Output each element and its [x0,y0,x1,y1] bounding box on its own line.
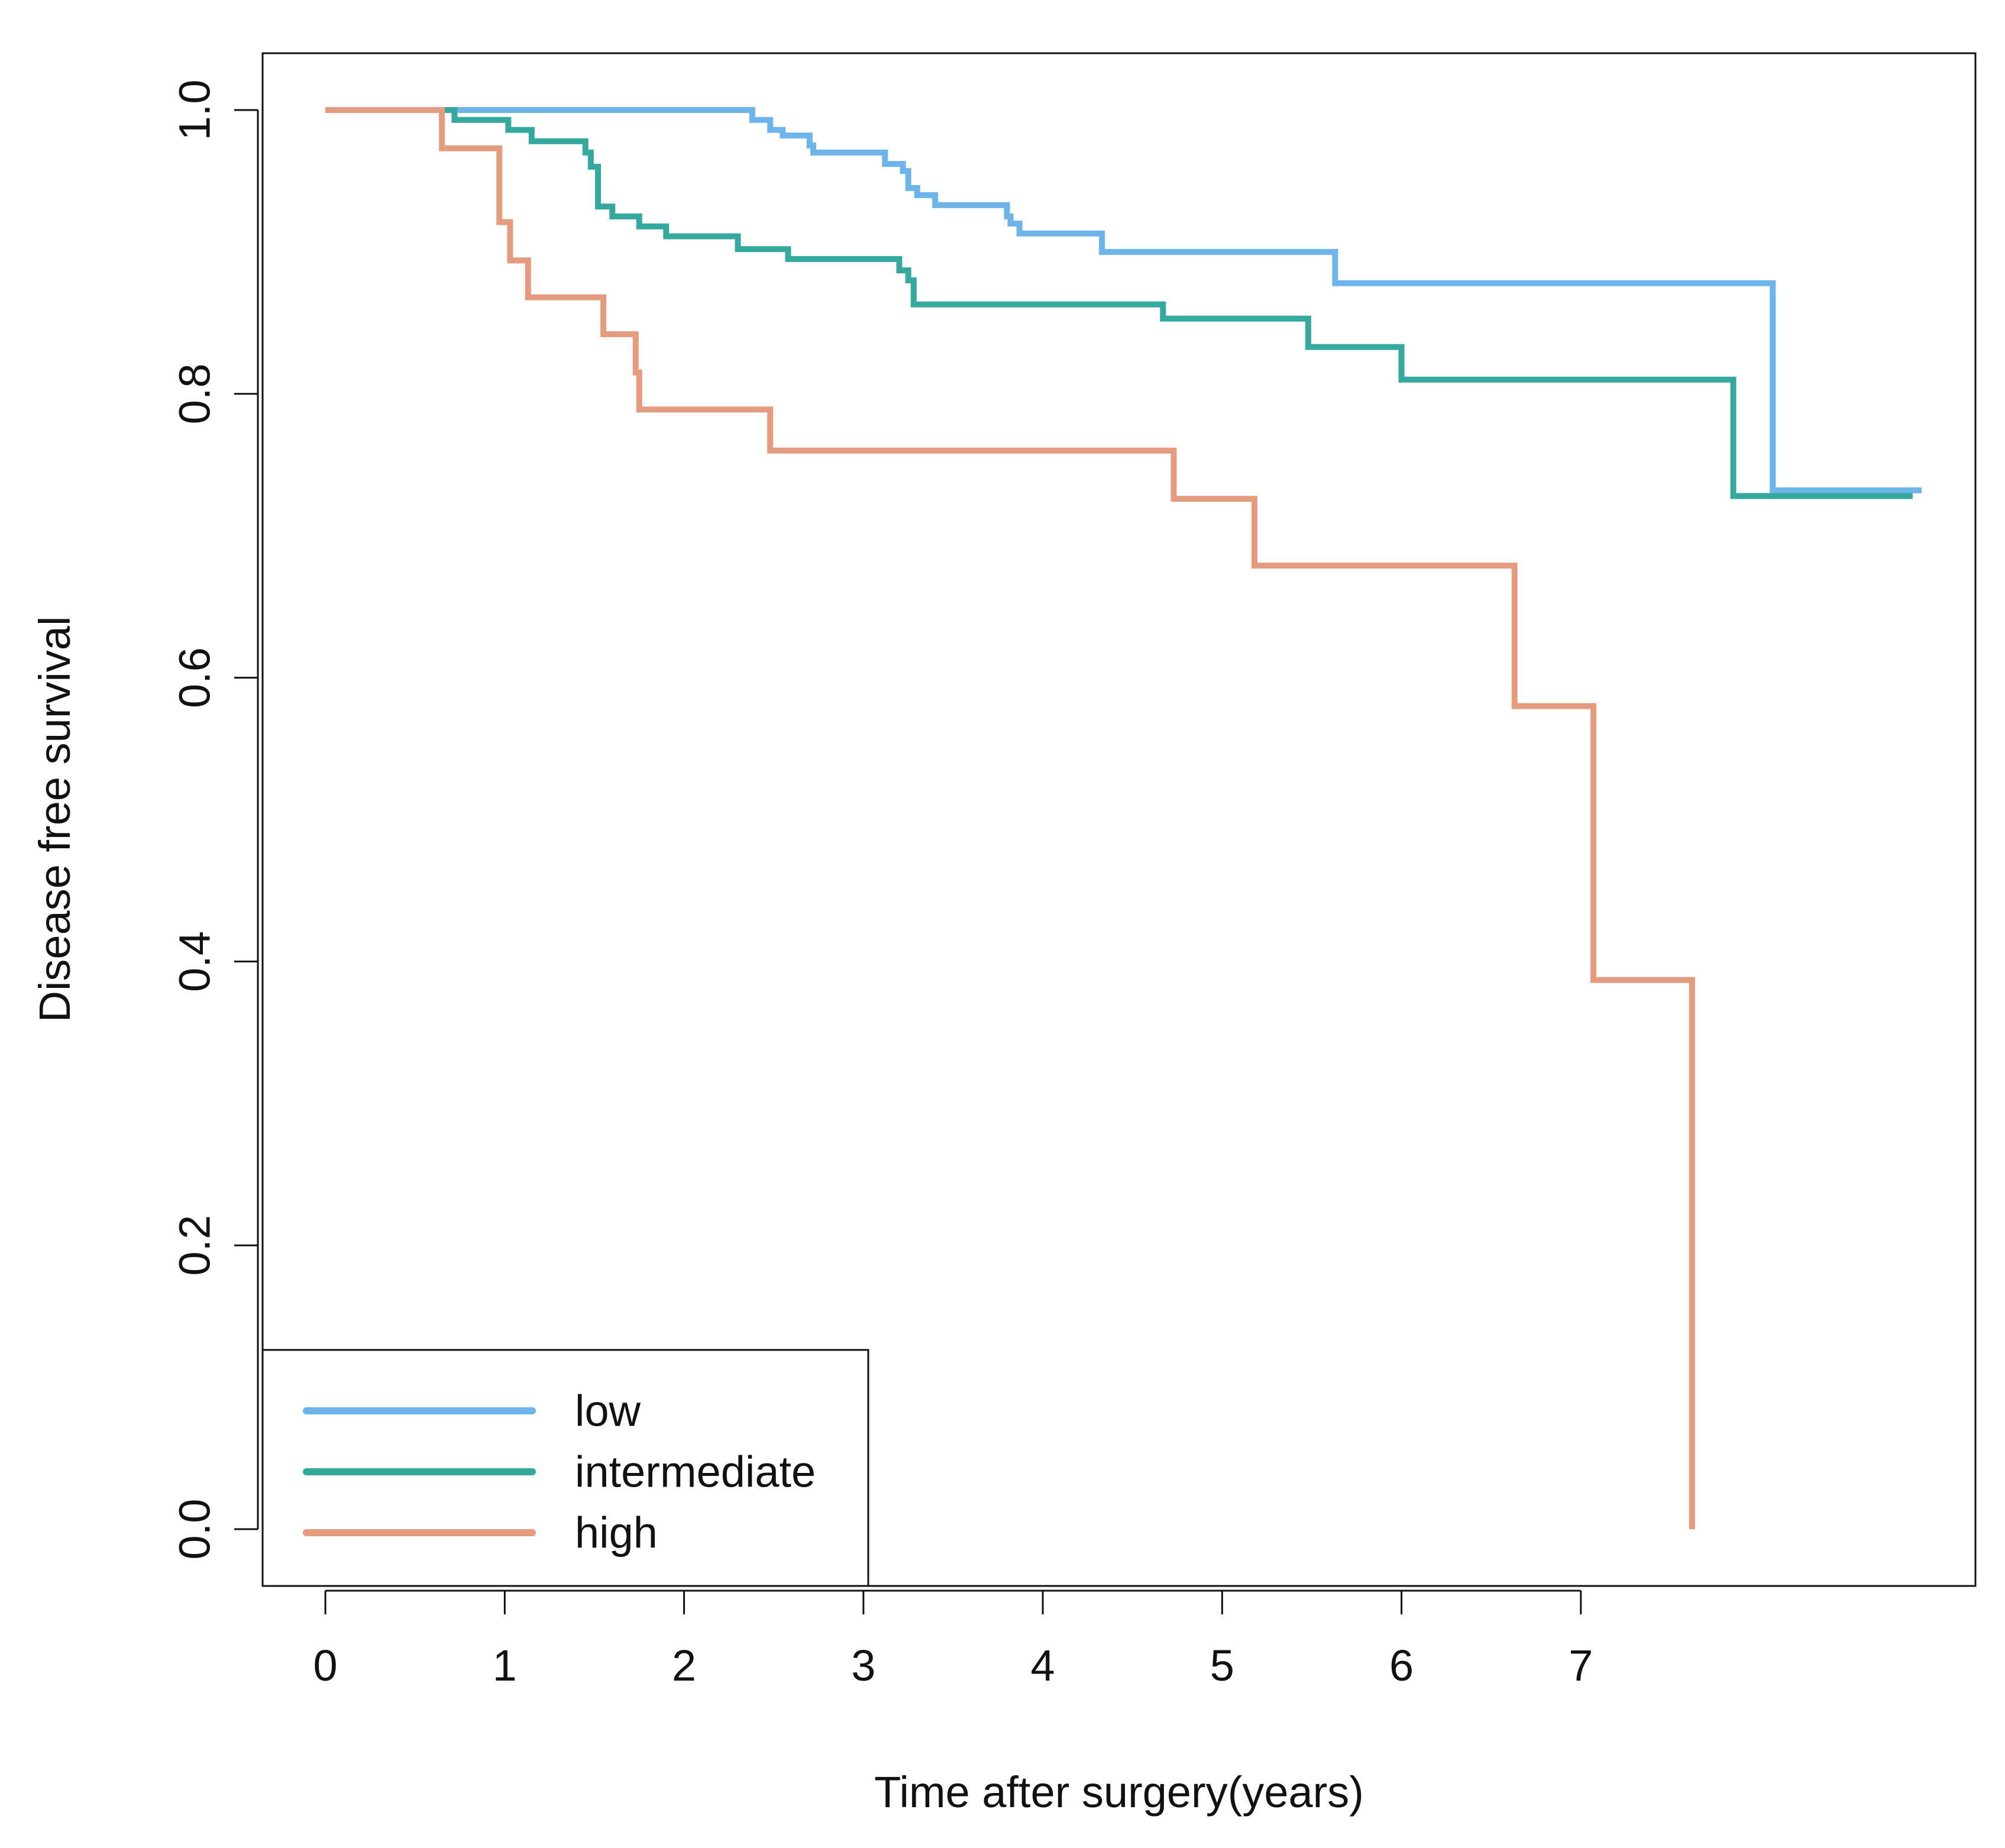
legend-label-high: high [575,1508,658,1558]
y-axis: 0.0 0.2 0.4 0.6 0.8 1.0 [170,80,259,1560]
y-tick-label-1: 0.2 [170,1215,219,1276]
y-tick-label-4: 0.8 [170,363,219,424]
plot-frame [261,52,1977,1587]
x-tick-label-5: 5 [1210,1641,1234,1690]
series-low-line [325,107,1922,493]
legend-label-low: low [575,1387,641,1436]
x-tick-label-6: 6 [1389,1641,1414,1690]
series-layer [325,107,1922,1529]
y-tick-label-2: 0.4 [170,931,219,992]
x-tick-label-2: 2 [672,1641,696,1690]
y-tick-label-0: 0.0 [170,1499,219,1560]
series-intermediate-line [325,107,1913,499]
x-tick-label-7: 7 [1569,1641,1593,1690]
y-axis-label: Disease free survival [30,616,79,1023]
y-tick-label-5: 1.0 [170,80,219,141]
legend-box [261,1349,869,1587]
y-tick-label-3: 0.6 [170,647,219,708]
x-axis-label: Time after surgery(years) [874,1768,1364,1817]
x-tick-label-0: 0 [313,1641,338,1690]
x-tick-label-1: 1 [493,1641,517,1690]
x-tick-label-4: 4 [1031,1641,1055,1690]
legend: low intermediate high [261,1349,869,1587]
x-axis: 0 1 2 3 4 5 6 7 [313,1589,1593,1690]
x-tick-label-3: 3 [851,1641,875,1690]
legend-label-intermediate: intermediate [575,1448,816,1497]
series-high-line [325,107,1695,1529]
